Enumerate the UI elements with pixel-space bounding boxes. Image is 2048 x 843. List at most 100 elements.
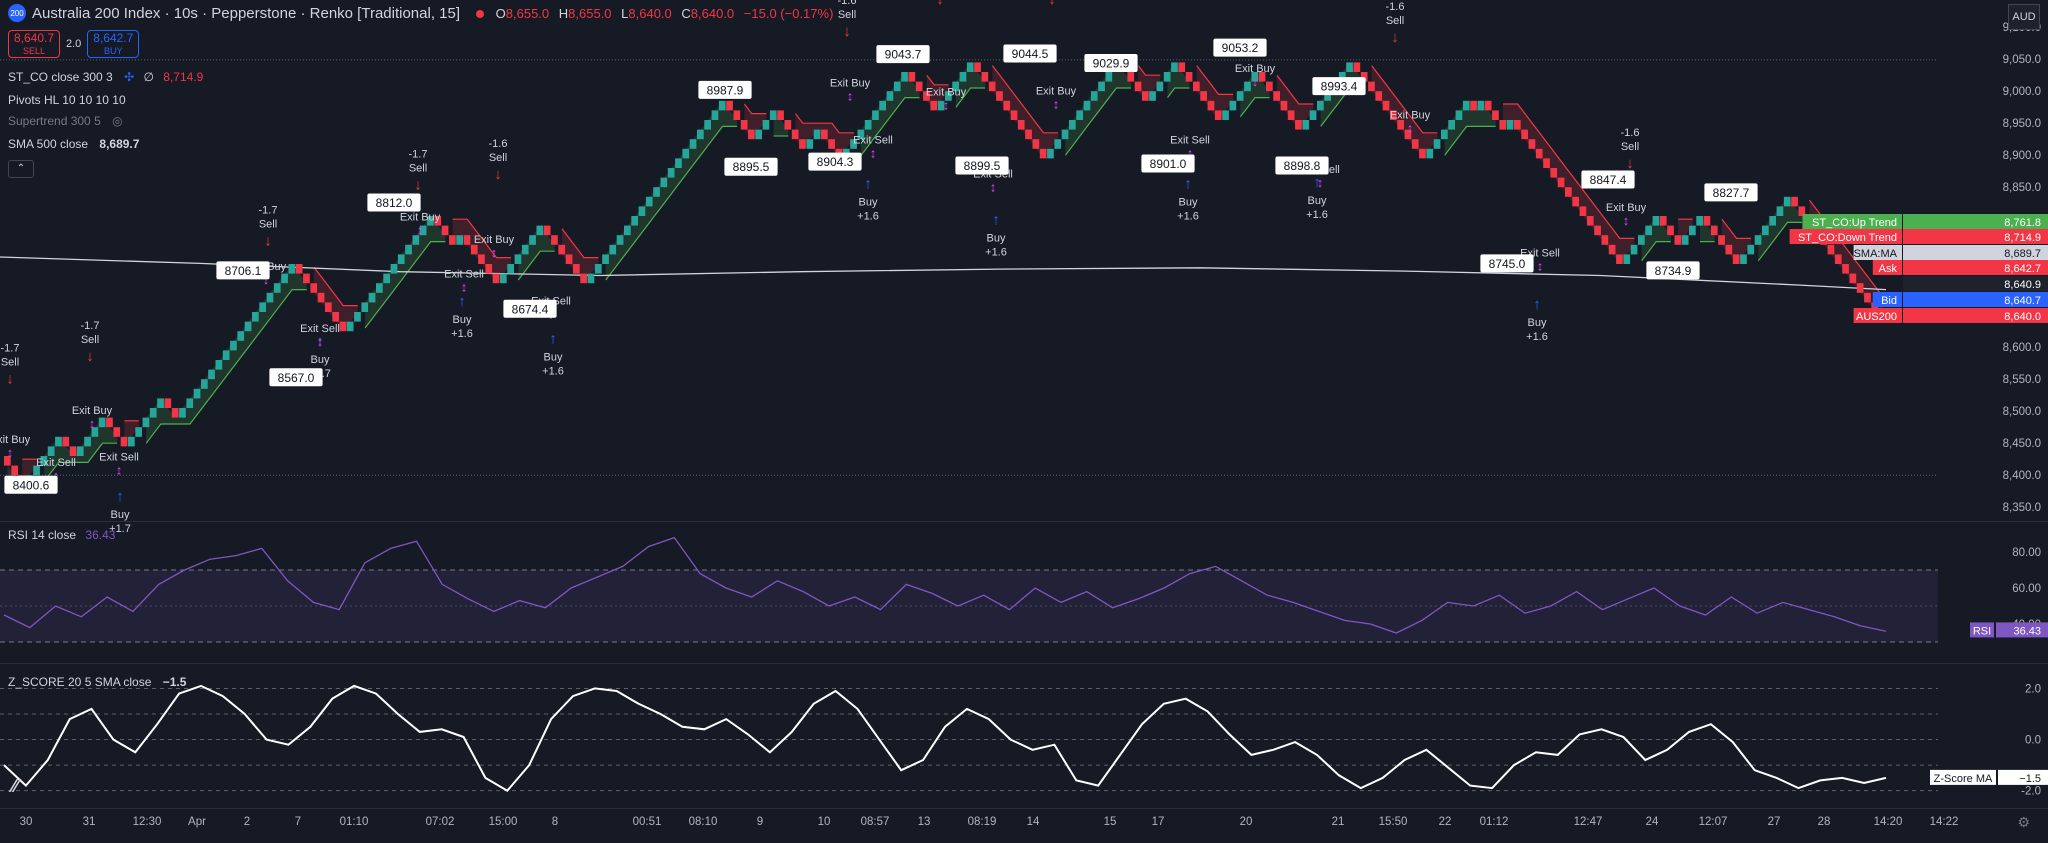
buy-signal-pnl: +1.6 <box>1177 210 1199 222</box>
renko-brick <box>1725 244 1733 255</box>
rsi-legend[interactable]: RSI 14 close 36.43 <box>8 528 115 542</box>
renko-brick <box>813 129 821 140</box>
sell-signal-pnl: -1.7 <box>1 343 20 355</box>
uptrend-line <box>517 250 555 281</box>
exit-signal-label: Exit Buy <box>1036 85 1077 97</box>
exit-signal-label: Exit Sell <box>36 457 76 469</box>
collapse-legend-button[interactable]: ⌃ <box>8 160 34 178</box>
renko-brick <box>1309 110 1317 120</box>
buy-arrow-icon: ↑ <box>116 488 124 505</box>
rsi-value: 36.43 <box>85 528 116 542</box>
renko-brick <box>1521 129 1528 140</box>
pivot-label: 9043.7 <box>876 45 930 64</box>
pivot-label-text: 8734.9 <box>1655 264 1692 278</box>
time-tick-label: 17 <box>1152 816 1165 828</box>
time-tick-label: 08:19 <box>968 816 997 828</box>
renko-brick <box>653 187 660 197</box>
renko-brick <box>179 408 186 418</box>
renko-brick <box>1156 81 1164 92</box>
renko-brick <box>317 292 325 303</box>
renko-brick <box>1149 91 1156 101</box>
renko-brick <box>208 369 215 380</box>
currency-button[interactable]: AUD <box>2008 4 2040 30</box>
pivot-label: 8745.0 <box>1480 254 1534 273</box>
renko-brick <box>638 206 646 216</box>
buy-signal-label: Buy <box>859 196 878 208</box>
series-name-tag <box>1789 229 1902 244</box>
series-name-text: Ask <box>1879 263 1898 275</box>
buy-arrow-icon: ↑ <box>1533 296 1541 313</box>
renko-brick <box>1827 244 1835 255</box>
renko-brick <box>252 312 259 322</box>
symbol-logo-icon: 200 <box>8 4 26 22</box>
uptrend-line <box>1064 87 1131 156</box>
settings-icon[interactable]: ✣ <box>124 70 135 84</box>
time-tick-label: 15:50 <box>1379 816 1408 828</box>
renko-brick <box>11 465 18 476</box>
renko-brick <box>850 139 857 149</box>
hidden-eye-icon[interactable]: ◎ <box>112 114 123 128</box>
renko-brick <box>1762 225 1769 236</box>
downtrend-line <box>991 65 1059 134</box>
renko-brick <box>76 446 84 456</box>
renko-brick <box>33 465 40 476</box>
renko-brick <box>325 302 332 312</box>
renko-brick <box>1470 100 1477 111</box>
pivot-label-text: 8567.0 <box>278 371 315 385</box>
renko-brick <box>886 91 894 101</box>
sell-button[interactable]: 8,640.7 SELL <box>8 30 60 58</box>
pivot-label: 8674.4 <box>503 299 557 318</box>
price-tick-label: 8,400.0 <box>2003 470 2041 482</box>
pivot-label-box <box>1275 156 1329 175</box>
renko-brick <box>872 110 879 120</box>
pivot-label-text: 8901.0 <box>1150 157 1187 171</box>
time-tick-label: 7 <box>295 816 301 828</box>
indicator-legend-supertrend[interactable]: Supertrend 300 5 ◎ <box>8 114 123 128</box>
pivot-label-box <box>269 368 323 387</box>
exit-signal-label: Exit Sell <box>853 135 893 147</box>
renko-brick <box>1411 139 1419 149</box>
pivot-label-box <box>1312 77 1366 96</box>
renko-brick <box>1791 196 1798 207</box>
indicator-legend-sma[interactable]: SMA 500 close 8,689.7 <box>8 137 139 151</box>
time-tick-label: 01:12 <box>1480 816 1509 828</box>
time-tick-label: 20 <box>1240 816 1253 828</box>
renko-brick <box>1492 110 1499 120</box>
pivot-label-text: 8895.5 <box>733 160 770 174</box>
buy-button[interactable]: 8,642.7 BUY <box>87 30 140 58</box>
ohlc-high-value: 8,655.0 <box>568 5 612 21</box>
renko-brick <box>1754 235 1762 245</box>
uptrend-line <box>43 442 118 482</box>
renko-brick <box>339 321 347 332</box>
pivot-label: 8400.6 <box>4 475 58 494</box>
renko-brick <box>1368 81 1375 92</box>
renko-brick <box>1090 91 1098 101</box>
renko-brick <box>799 139 806 149</box>
renko-brick <box>1083 100 1091 111</box>
pivot-label-text: 8745.0 <box>1489 257 1526 271</box>
time-tick-label: 14:20 <box>1874 816 1903 828</box>
price-tick-label: 8,500.0 <box>2003 406 2041 418</box>
downtrend-line <box>313 266 358 307</box>
symbol-title[interactable]: Australia 200 Index · 10s · Pepperstone … <box>32 4 461 22</box>
zscore-legend[interactable]: Z_SCORE 20 5 SMA close −1.5 <box>8 675 186 689</box>
zscore-tick-label: -2.0 <box>2021 786 2041 798</box>
time-tick-label: 22 <box>1439 816 1452 828</box>
gear-icon[interactable]: ⚙ <box>2017 814 2030 830</box>
indicator-legend-stco[interactable]: ST_CO close 300 3 ✣ ∅ 8,714.9 <box>8 70 203 84</box>
tradingview-logo-icon[interactable]: ⁄⁄ <box>12 776 19 796</box>
zscore-tick-label: 0.0 <box>2025 735 2041 747</box>
series-value-text: 8,640.9 <box>2004 279 2041 291</box>
series-name-tag <box>1853 245 1902 260</box>
sell-arrow-icon: ↓ <box>1048 0 1056 8</box>
renko-brick <box>1667 225 1674 236</box>
sell-signal-pnl: -1.6 <box>1621 127 1640 139</box>
renko-brick <box>449 235 456 245</box>
time-tick-label: 14:22 <box>1930 816 1959 828</box>
indicator-legend-pivots[interactable]: Pivots HL 10 10 10 10 <box>8 93 126 107</box>
buy-signal-label: Buy <box>453 314 472 326</box>
renko-brick <box>1200 91 1207 101</box>
zscore-name-tag <box>1930 769 1996 785</box>
renko-brick <box>1441 129 1448 140</box>
